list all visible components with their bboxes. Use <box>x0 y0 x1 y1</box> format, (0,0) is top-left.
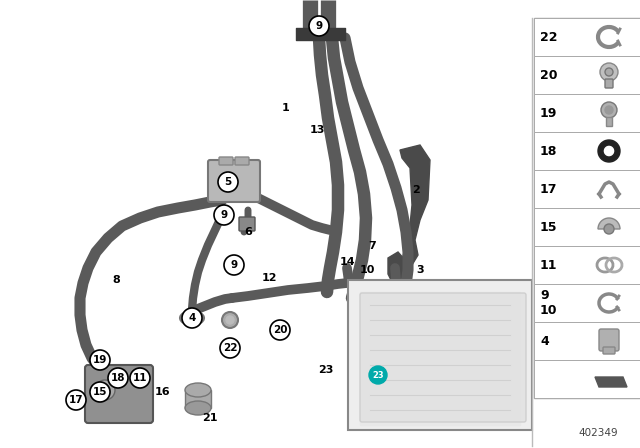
Text: 13: 13 <box>310 125 325 135</box>
Circle shape <box>214 205 234 225</box>
Text: 11: 11 <box>132 373 147 383</box>
Text: 9: 9 <box>230 260 237 270</box>
Text: 7: 7 <box>368 241 376 251</box>
Circle shape <box>601 102 617 118</box>
Circle shape <box>220 338 240 358</box>
Text: 17: 17 <box>540 182 557 195</box>
Text: 22: 22 <box>540 30 557 43</box>
Bar <box>534 170 640 208</box>
Text: 4: 4 <box>188 313 196 323</box>
Circle shape <box>66 390 86 410</box>
FancyBboxPatch shape <box>235 157 249 165</box>
Text: 5: 5 <box>225 177 232 187</box>
Text: 3: 3 <box>416 265 424 275</box>
Text: 9: 9 <box>316 21 323 31</box>
Text: 15: 15 <box>540 220 557 233</box>
Text: 11: 11 <box>540 258 557 271</box>
Text: 19: 19 <box>540 107 557 120</box>
Text: 402349: 402349 <box>579 428 618 438</box>
Wedge shape <box>598 140 620 162</box>
Text: 18: 18 <box>111 373 125 383</box>
FancyBboxPatch shape <box>603 347 615 354</box>
Text: 23: 23 <box>372 370 384 379</box>
Bar <box>534 246 640 284</box>
Wedge shape <box>598 218 620 229</box>
Circle shape <box>130 368 150 388</box>
Text: 20: 20 <box>273 325 287 335</box>
Text: 14: 14 <box>340 257 356 267</box>
FancyBboxPatch shape <box>219 157 233 165</box>
Circle shape <box>226 316 234 324</box>
Circle shape <box>309 16 329 36</box>
Circle shape <box>222 312 238 328</box>
Circle shape <box>224 255 244 275</box>
Circle shape <box>90 382 110 402</box>
Bar <box>606 117 612 126</box>
Bar <box>534 208 640 246</box>
Ellipse shape <box>180 311 204 325</box>
Bar <box>534 56 640 94</box>
Polygon shape <box>400 145 430 268</box>
Text: 6: 6 <box>244 227 252 237</box>
Bar <box>348 280 532 430</box>
FancyBboxPatch shape <box>605 79 613 88</box>
FancyBboxPatch shape <box>239 217 255 231</box>
Text: 9
10: 9 10 <box>540 289 557 317</box>
Text: 9: 9 <box>220 210 228 220</box>
Text: 8: 8 <box>112 275 120 285</box>
Circle shape <box>605 68 613 76</box>
Text: 21: 21 <box>202 413 218 423</box>
Bar <box>534 18 640 398</box>
Polygon shape <box>360 292 520 425</box>
Circle shape <box>605 106 613 114</box>
Text: 23: 23 <box>318 365 333 375</box>
Text: 17: 17 <box>68 395 83 405</box>
Bar <box>534 18 640 56</box>
Circle shape <box>369 366 387 384</box>
Circle shape <box>218 172 238 192</box>
Circle shape <box>182 308 202 328</box>
Text: 16: 16 <box>155 387 171 397</box>
Polygon shape <box>595 377 627 387</box>
FancyBboxPatch shape <box>208 160 260 202</box>
FancyBboxPatch shape <box>85 365 153 423</box>
Text: 1: 1 <box>282 103 290 113</box>
Text: 2: 2 <box>412 185 420 195</box>
Bar <box>534 132 640 170</box>
Polygon shape <box>388 252 405 282</box>
Bar <box>534 94 640 132</box>
Ellipse shape <box>185 401 211 415</box>
Bar <box>185 390 211 408</box>
Text: 20: 20 <box>540 69 557 82</box>
Text: 19: 19 <box>93 355 107 365</box>
FancyBboxPatch shape <box>599 329 619 351</box>
Circle shape <box>90 350 110 370</box>
Text: 18: 18 <box>540 145 557 158</box>
Text: 12: 12 <box>262 273 278 283</box>
FancyBboxPatch shape <box>360 293 526 422</box>
Bar <box>534 284 640 322</box>
Circle shape <box>108 368 128 388</box>
Text: 10: 10 <box>360 265 376 275</box>
Circle shape <box>270 320 290 340</box>
Text: 4: 4 <box>540 335 548 348</box>
Circle shape <box>600 63 618 81</box>
Circle shape <box>95 380 115 400</box>
Bar <box>534 360 640 398</box>
Ellipse shape <box>185 383 211 397</box>
Bar <box>534 322 640 360</box>
Circle shape <box>100 385 110 395</box>
Text: 22: 22 <box>223 343 237 353</box>
Text: 15: 15 <box>93 387 108 397</box>
Circle shape <box>604 224 614 234</box>
